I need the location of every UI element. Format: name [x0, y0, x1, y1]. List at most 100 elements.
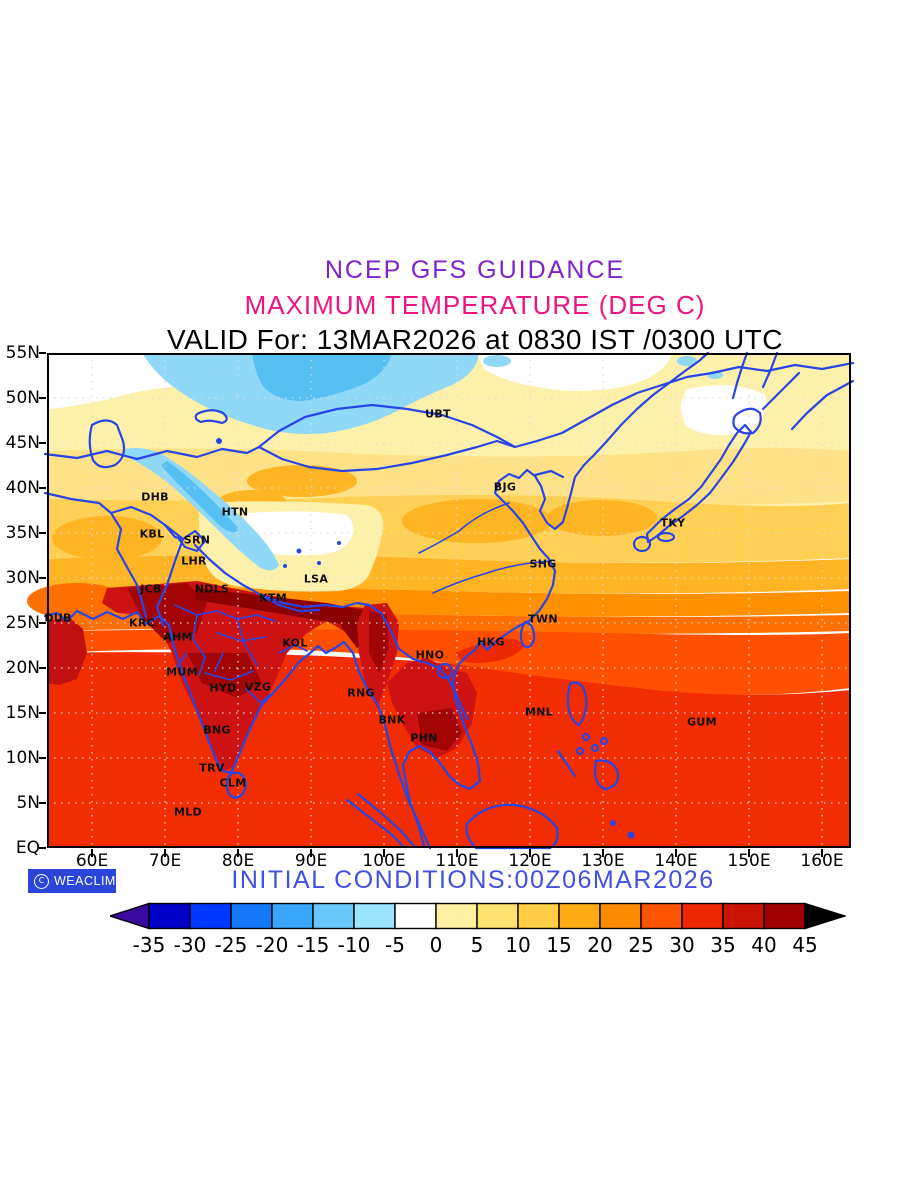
colorbar-tick--5: -5: [385, 933, 405, 957]
island-visayas-4: [575, 746, 585, 756]
station-label-rng: RNG: [347, 686, 375, 700]
station-label-bng: BNG: [203, 723, 231, 737]
border-nepal: [259, 593, 321, 613]
colorbar-segment-12: [640, 902, 683, 930]
lat-label-eq: EQ: [15, 838, 40, 858]
colorbar-tick--35: -35: [132, 933, 166, 957]
colorbar-tick--10: -10: [337, 933, 371, 957]
border-mongolia-south: [257, 439, 517, 473]
station-label-lsa: LSA: [303, 572, 329, 586]
coast-ne-corner: [761, 351, 779, 389]
river-yellow: [418, 502, 510, 554]
station-label-clm: CLM: [219, 776, 247, 790]
colorbar-svg: [107, 902, 848, 930]
colorbar-segment-13: [681, 902, 724, 930]
lon-label-120e: 120E: [508, 851, 552, 871]
station-label-gum: GUM: [687, 715, 717, 729]
station-label-hyd: HYD: [209, 681, 237, 695]
colorbar-segment-9: [517, 902, 560, 930]
border-north: [43, 361, 855, 461]
colorbar-segment-10: [558, 902, 601, 930]
border-himalaya: [193, 543, 383, 615]
india-states-2: [192, 614, 206, 676]
temperature-map-svg: [27, 351, 855, 857]
station-label-dub: DUB: [44, 611, 72, 625]
lat-label-15n: 15N: [5, 703, 40, 723]
colorbar-segment-8: [476, 902, 519, 930]
lat-label-55n: 55N: [5, 343, 40, 363]
colorbar-right-arrow: [804, 902, 848, 930]
island-taiwan: [519, 620, 536, 649]
colorbar-tick-40: 40: [751, 933, 777, 957]
colorbar-segment-5: [353, 902, 396, 930]
lat-label-20n: 20N: [5, 658, 40, 678]
station-label-shg: SHG: [529, 557, 557, 571]
colorbar-segment-7: [435, 902, 478, 930]
island-hainan: [436, 662, 454, 680]
station-label-bjg: BJG: [493, 480, 517, 494]
river-yangtze: [432, 560, 552, 594]
india-states-7: [278, 644, 308, 654]
india-states-9: [214, 652, 224, 672]
title-block: NCEP GFS GUIDANCE MAXIMUM TEMPERATURE (D…: [75, 256, 875, 356]
station-label-ahm: AHM: [163, 630, 193, 644]
border-china-sea: [379, 611, 469, 721]
coastlines-borders: [43, 351, 855, 850]
station-label-bnk: BNK: [378, 713, 406, 727]
station-label-lhr: LHR: [181, 554, 207, 568]
lon-label-60e: 60E: [75, 851, 109, 871]
title-line-3: VALID For: 13MAR2026 at 0830 IST /0300 U…: [166, 324, 784, 355]
island-visayas-2: [590, 743, 600, 753]
island-mindanao: [593, 759, 620, 791]
colorbar-segment-15: [763, 902, 806, 930]
colorbar-tick-20: 20: [587, 933, 613, 957]
india-states-4: [236, 618, 258, 666]
weaclim-logo: C WEACLIM: [28, 869, 116, 893]
lon-label-80e: 80E: [221, 851, 255, 871]
colorbar-tick-45: 45: [792, 933, 818, 957]
island-visayas-3: [599, 736, 609, 746]
station-label-hkg: HKG: [477, 635, 505, 649]
island-shikoku: [656, 531, 676, 543]
station-label-ndls: NDLS: [194, 582, 230, 596]
station-label-tky: TKY: [660, 516, 686, 530]
colorbar-segment-6: [394, 902, 437, 930]
island-honshu: [645, 423, 753, 544]
lat-axis: 55N 50N 45N 40N 35N 30N 25N 20N 15N 10N 5N EQ: [0, 343, 43, 858]
island-borneo: [465, 803, 559, 850]
coast-okhotsk: [790, 379, 855, 431]
colorbar-tick--15: -15: [296, 933, 330, 957]
copyright-icon: C: [34, 873, 49, 889]
station-label-kbl: KBL: [139, 527, 165, 541]
colorbar-segment-14: [722, 902, 765, 930]
rivers-and-state-borders: [174, 502, 552, 704]
coast-south-asia: [43, 609, 432, 850]
island-hokkaido: [732, 407, 762, 435]
station-label-ktm: KTM: [259, 591, 287, 605]
lon-label-160e: 160E: [800, 851, 844, 871]
lat-label-25n: 25N: [5, 613, 40, 633]
station-label-trv: TRV: [199, 761, 225, 775]
station-label-vzg: VZG: [244, 680, 272, 694]
station-label-ubt: UBT: [425, 407, 451, 421]
colorbar-tick--25: -25: [214, 933, 248, 957]
colorbar-left-arrow: [107, 902, 150, 930]
colorbar-tick--20: -20: [255, 933, 289, 957]
colorbar-segment-0: [148, 902, 191, 930]
india-states-1: [174, 604, 276, 622]
lon-label-150e: 150E: [727, 851, 771, 871]
colorbar: -35 -30 -25 -20 -15 -10 -5 0 5 10 15 20 25 30 35 40 45: [107, 902, 848, 960]
border-west-asia: [43, 491, 148, 619]
colorbar-tick-0: 0: [429, 933, 443, 957]
colorbar-tick-30: 30: [669, 933, 695, 957]
station-label-mum: MUM: [166, 665, 198, 679]
colorbar-tick-25: 25: [628, 933, 654, 957]
map-area: UBT DHB HTN KBL SRN LHR BJG TKY SHG JCB NDLS KTM LSA…: [27, 351, 855, 857]
lat-label-10n: 10N: [5, 748, 40, 768]
small-lakes: [216, 438, 635, 839]
lon-label-110e: 110E: [435, 851, 479, 871]
india-states-6: [245, 688, 270, 704]
island-sakhalin: [731, 351, 749, 400]
coast-indochina-china: [401, 351, 710, 848]
